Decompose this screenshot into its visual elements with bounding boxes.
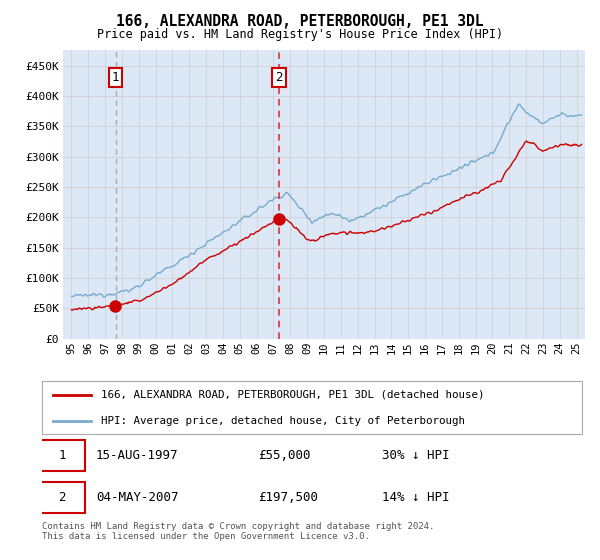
Text: 30% ↓ HPI: 30% ↓ HPI — [382, 449, 450, 462]
Text: £197,500: £197,500 — [258, 491, 318, 504]
Text: HPI: Average price, detached house, City of Peterborough: HPI: Average price, detached house, City… — [101, 416, 466, 426]
Text: 1: 1 — [112, 71, 119, 84]
Text: 1: 1 — [58, 449, 66, 462]
Text: Contains HM Land Registry data © Crown copyright and database right 2024.
This d: Contains HM Land Registry data © Crown c… — [42, 522, 434, 542]
Text: £55,000: £55,000 — [258, 449, 311, 462]
Text: 2: 2 — [275, 71, 283, 84]
Text: 166, ALEXANDRA ROAD, PETERBOROUGH, PE1 3DL: 166, ALEXANDRA ROAD, PETERBOROUGH, PE1 3… — [116, 14, 484, 29]
Text: 2: 2 — [58, 491, 66, 504]
FancyBboxPatch shape — [40, 482, 85, 513]
Text: Price paid vs. HM Land Registry's House Price Index (HPI): Price paid vs. HM Land Registry's House … — [97, 28, 503, 41]
Text: 15-AUG-1997: 15-AUG-1997 — [96, 449, 179, 462]
FancyBboxPatch shape — [40, 440, 85, 472]
Text: 14% ↓ HPI: 14% ↓ HPI — [382, 491, 450, 504]
Text: 166, ALEXANDRA ROAD, PETERBOROUGH, PE1 3DL (detached house): 166, ALEXANDRA ROAD, PETERBOROUGH, PE1 3… — [101, 390, 485, 400]
Text: 04-MAY-2007: 04-MAY-2007 — [96, 491, 179, 504]
